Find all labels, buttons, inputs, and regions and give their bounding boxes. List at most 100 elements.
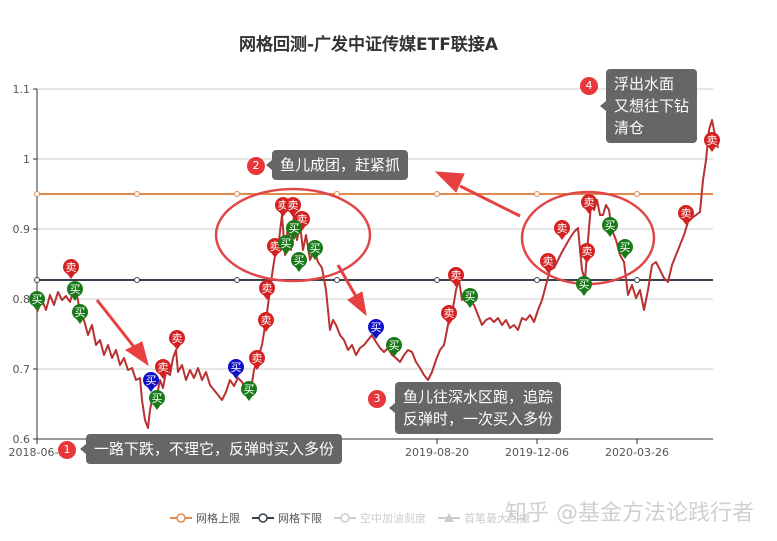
callout-4: 浮出水面 又想往下钻 清仓 bbox=[599, 69, 698, 143]
svg-text:买: 买 bbox=[32, 293, 43, 306]
buy-marker-blue[interactable]: 买 bbox=[368, 319, 384, 339]
buy-marker[interactable]: 买 bbox=[29, 291, 45, 311]
sell-marker[interactable]: 卖 bbox=[678, 205, 694, 225]
sell-marker[interactable]: 卖 bbox=[579, 243, 595, 263]
legend-item-air-refuel[interactable]: 空中加油刻度 bbox=[334, 510, 426, 526]
svg-text:卖: 卖 bbox=[261, 314, 272, 327]
legend-line-triangle-icon bbox=[438, 513, 460, 522]
sell-marker[interactable]: 卖 bbox=[554, 220, 570, 240]
callout-2: 鱼儿成团，赶紧抓 bbox=[265, 150, 409, 180]
legend-line-circle-icon bbox=[252, 513, 274, 523]
chart-legend: 网格上限 网格下限 空中加油刻度 首笔最大回撤 bbox=[170, 510, 530, 526]
buy-marker[interactable]: 买 bbox=[72, 304, 88, 324]
chart-title: 网格回测-广发中证传媒ETF联接A bbox=[0, 30, 777, 55]
y-tick: 1 bbox=[23, 153, 30, 166]
buy-marker[interactable]: 买 bbox=[286, 220, 302, 240]
svg-text:卖: 卖 bbox=[582, 245, 593, 258]
x-tick: 2018-06-1 bbox=[9, 446, 66, 459]
svg-text:买: 买 bbox=[281, 237, 292, 250]
svg-text:卖: 卖 bbox=[172, 332, 183, 345]
callout-4-line-3: 清仓 bbox=[614, 119, 645, 137]
callout-4-line-1: 浮出水面 bbox=[614, 75, 675, 93]
watermark: 知乎 @基金方法论践行者 bbox=[505, 501, 754, 526]
sell-marker[interactable]: 卖 bbox=[249, 350, 265, 370]
callout-1-text: 一路下跌，不理它，反弹时买入多份 bbox=[94, 440, 335, 458]
y-tick: 0.8 bbox=[13, 293, 31, 306]
svg-text:卖: 卖 bbox=[158, 361, 169, 374]
x-tick: 2019-12-06 bbox=[505, 446, 569, 459]
callout-1: 一路下跌，不理它，反弹时买入多份 bbox=[79, 434, 343, 464]
svg-text:卖: 卖 bbox=[278, 199, 289, 212]
buy-marker[interactable]: 买 bbox=[307, 240, 323, 260]
callout-3-line-2: 反弹时，一次买入多份 bbox=[403, 410, 554, 428]
callout-4-line-2: 又想往下钻 bbox=[614, 97, 690, 115]
buy-marker[interactable]: 买 bbox=[462, 288, 478, 308]
legend-label: 首笔最大回撤 bbox=[464, 512, 530, 525]
buy-marker[interactable]: 买 bbox=[291, 252, 307, 272]
svg-text:卖: 卖 bbox=[681, 207, 692, 220]
callout-3-line-1: 鱼儿往深水区跑，追踪 bbox=[403, 388, 554, 406]
sell-marker[interactable]: 卖 bbox=[63, 259, 79, 279]
sell-marker[interactable]: 卖 bbox=[540, 253, 556, 273]
buy-marker-blue[interactable]: 买 bbox=[228, 359, 244, 379]
sell-marker[interactable]: 卖 bbox=[155, 359, 171, 379]
legend-label: 空中加油刻度 bbox=[360, 512, 426, 525]
svg-text:卖: 卖 bbox=[444, 307, 455, 320]
sell-marker[interactable]: 卖 bbox=[259, 280, 275, 300]
legend-item-max-drawdown[interactable]: 首笔最大回撤 bbox=[438, 510, 530, 526]
svg-text:卖: 卖 bbox=[557, 222, 568, 235]
buy-marker-blue[interactable]: 买 bbox=[143, 372, 159, 392]
buy-marker[interactable]: 买 bbox=[241, 381, 257, 401]
buy-marker[interactable]: 买 bbox=[602, 217, 618, 237]
svg-text:买: 买 bbox=[75, 306, 86, 319]
svg-text:买: 买 bbox=[605, 219, 616, 232]
svg-text:卖: 卖 bbox=[288, 199, 299, 212]
sell-marker[interactable]: 卖 bbox=[169, 330, 185, 350]
svg-text:买: 买 bbox=[620, 241, 631, 254]
svg-text:买: 买 bbox=[389, 339, 400, 352]
y-tick: 0.6 bbox=[13, 433, 31, 446]
sell-marker[interactable]: 卖 bbox=[704, 132, 720, 152]
chart-title-text: 网格回测-广发中证传媒ETF联接A bbox=[238, 35, 499, 55]
y-tick: 0.9 bbox=[13, 223, 31, 236]
x-axis-labels: 2018-06-1 2019-08-20 2019-12-06 2020-03-… bbox=[9, 446, 669, 459]
sell-marker[interactable]: 卖 bbox=[581, 194, 597, 214]
svg-text:买: 买 bbox=[579, 278, 590, 291]
sell-marker[interactable]: 卖 bbox=[258, 312, 274, 332]
y-axis-labels: 1.1 1 0.9 0.8 0.7 0.6 bbox=[13, 83, 31, 446]
sell-marker[interactable]: 卖 bbox=[448, 267, 464, 287]
callout-badge-3: 3 bbox=[368, 390, 386, 408]
svg-text:买: 买 bbox=[231, 361, 242, 374]
svg-text:卖: 卖 bbox=[451, 269, 462, 282]
legend-item-grid-lower[interactable]: 网格下限 bbox=[252, 510, 322, 526]
svg-text:买: 买 bbox=[289, 222, 300, 235]
legend-item-grid-upper[interactable]: 网格上限 bbox=[170, 510, 240, 526]
buy-marker[interactable]: 买 bbox=[278, 235, 294, 255]
buy-marker[interactable]: 买 bbox=[386, 337, 402, 357]
buy-marker[interactable]: 买 bbox=[149, 390, 165, 410]
grid-lower-line bbox=[34, 277, 713, 283]
sell-marker[interactable]: 卖 bbox=[285, 197, 301, 217]
svg-text:卖: 卖 bbox=[707, 134, 718, 147]
sell-marker[interactable]: 卖 bbox=[441, 305, 457, 325]
svg-text:买: 买 bbox=[294, 254, 305, 267]
callout-badge-2: 2 bbox=[247, 157, 265, 175]
callout-2-text: 鱼儿成团，赶紧抓 bbox=[280, 156, 401, 174]
buy-marker[interactable]: 买 bbox=[576, 276, 592, 296]
svg-text:卖: 卖 bbox=[270, 240, 281, 253]
x-tick: 2020-03-26 bbox=[605, 446, 669, 459]
callout-badge-1: 1 bbox=[58, 441, 76, 459]
callout-3: 鱼儿往深水区跑，追踪 反弹时，一次买入多份 bbox=[388, 382, 562, 434]
svg-text:买: 买 bbox=[70, 283, 81, 296]
svg-text:买: 买 bbox=[310, 242, 321, 255]
svg-text:卖: 卖 bbox=[262, 282, 273, 295]
legend-label: 网格上限 bbox=[196, 512, 240, 525]
buy-marker[interactable]: 买 bbox=[67, 281, 83, 301]
svg-text:卖: 卖 bbox=[252, 352, 263, 365]
annotation-arrows bbox=[95, 171, 521, 367]
legend-line-circle-icon bbox=[334, 513, 356, 523]
svg-text:买: 买 bbox=[371, 321, 382, 334]
buy-marker[interactable]: 买 bbox=[617, 239, 633, 259]
svg-text:买: 买 bbox=[152, 392, 163, 405]
